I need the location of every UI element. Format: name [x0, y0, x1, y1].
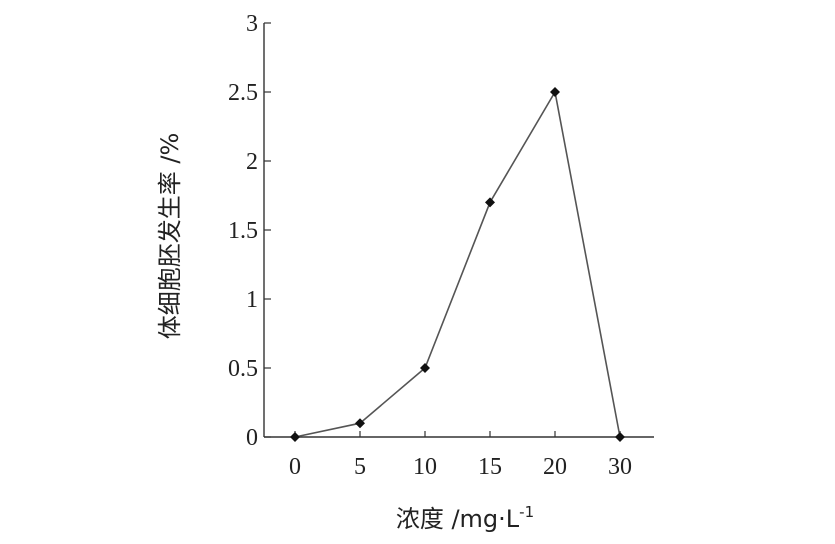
data-point	[355, 418, 365, 429]
x-axis-title: 浓度 /mg·L-1	[396, 503, 534, 533]
x-tick-label: 20	[543, 454, 567, 480]
x-tick-label: 0	[289, 454, 301, 480]
data-point	[485, 197, 495, 208]
y-tick-label: 0.5	[228, 356, 258, 382]
x-tick-label: 5	[354, 454, 366, 480]
y-tick-label: 1.5	[228, 218, 258, 244]
ticks: 00.511.522.530 5 10 15 20 30	[228, 11, 632, 480]
x-tick-label: 30	[608, 454, 632, 480]
series-line-layer	[294, 89, 621, 438]
axes	[263, 23, 654, 438]
x-axis-title-superscript: -1	[519, 503, 534, 521]
y-tick-label: 2	[246, 149, 258, 175]
y-tick-label: 0	[246, 425, 258, 451]
data-markers	[290, 87, 625, 442]
data-point	[290, 432, 300, 442]
data-point	[550, 87, 560, 97]
x-tick-label: 15	[478, 454, 502, 480]
y-tick-label: 2.5	[228, 80, 258, 106]
y-tick-label: 1	[246, 287, 258, 313]
y-tick-label: 3	[246, 11, 258, 37]
data-point	[615, 432, 625, 442]
x-tick-label: 10	[413, 454, 437, 480]
y-axis-title: 体细胞胚发生率 /%	[156, 133, 184, 340]
series-line	[294, 89, 621, 438]
data-point	[420, 363, 430, 373]
